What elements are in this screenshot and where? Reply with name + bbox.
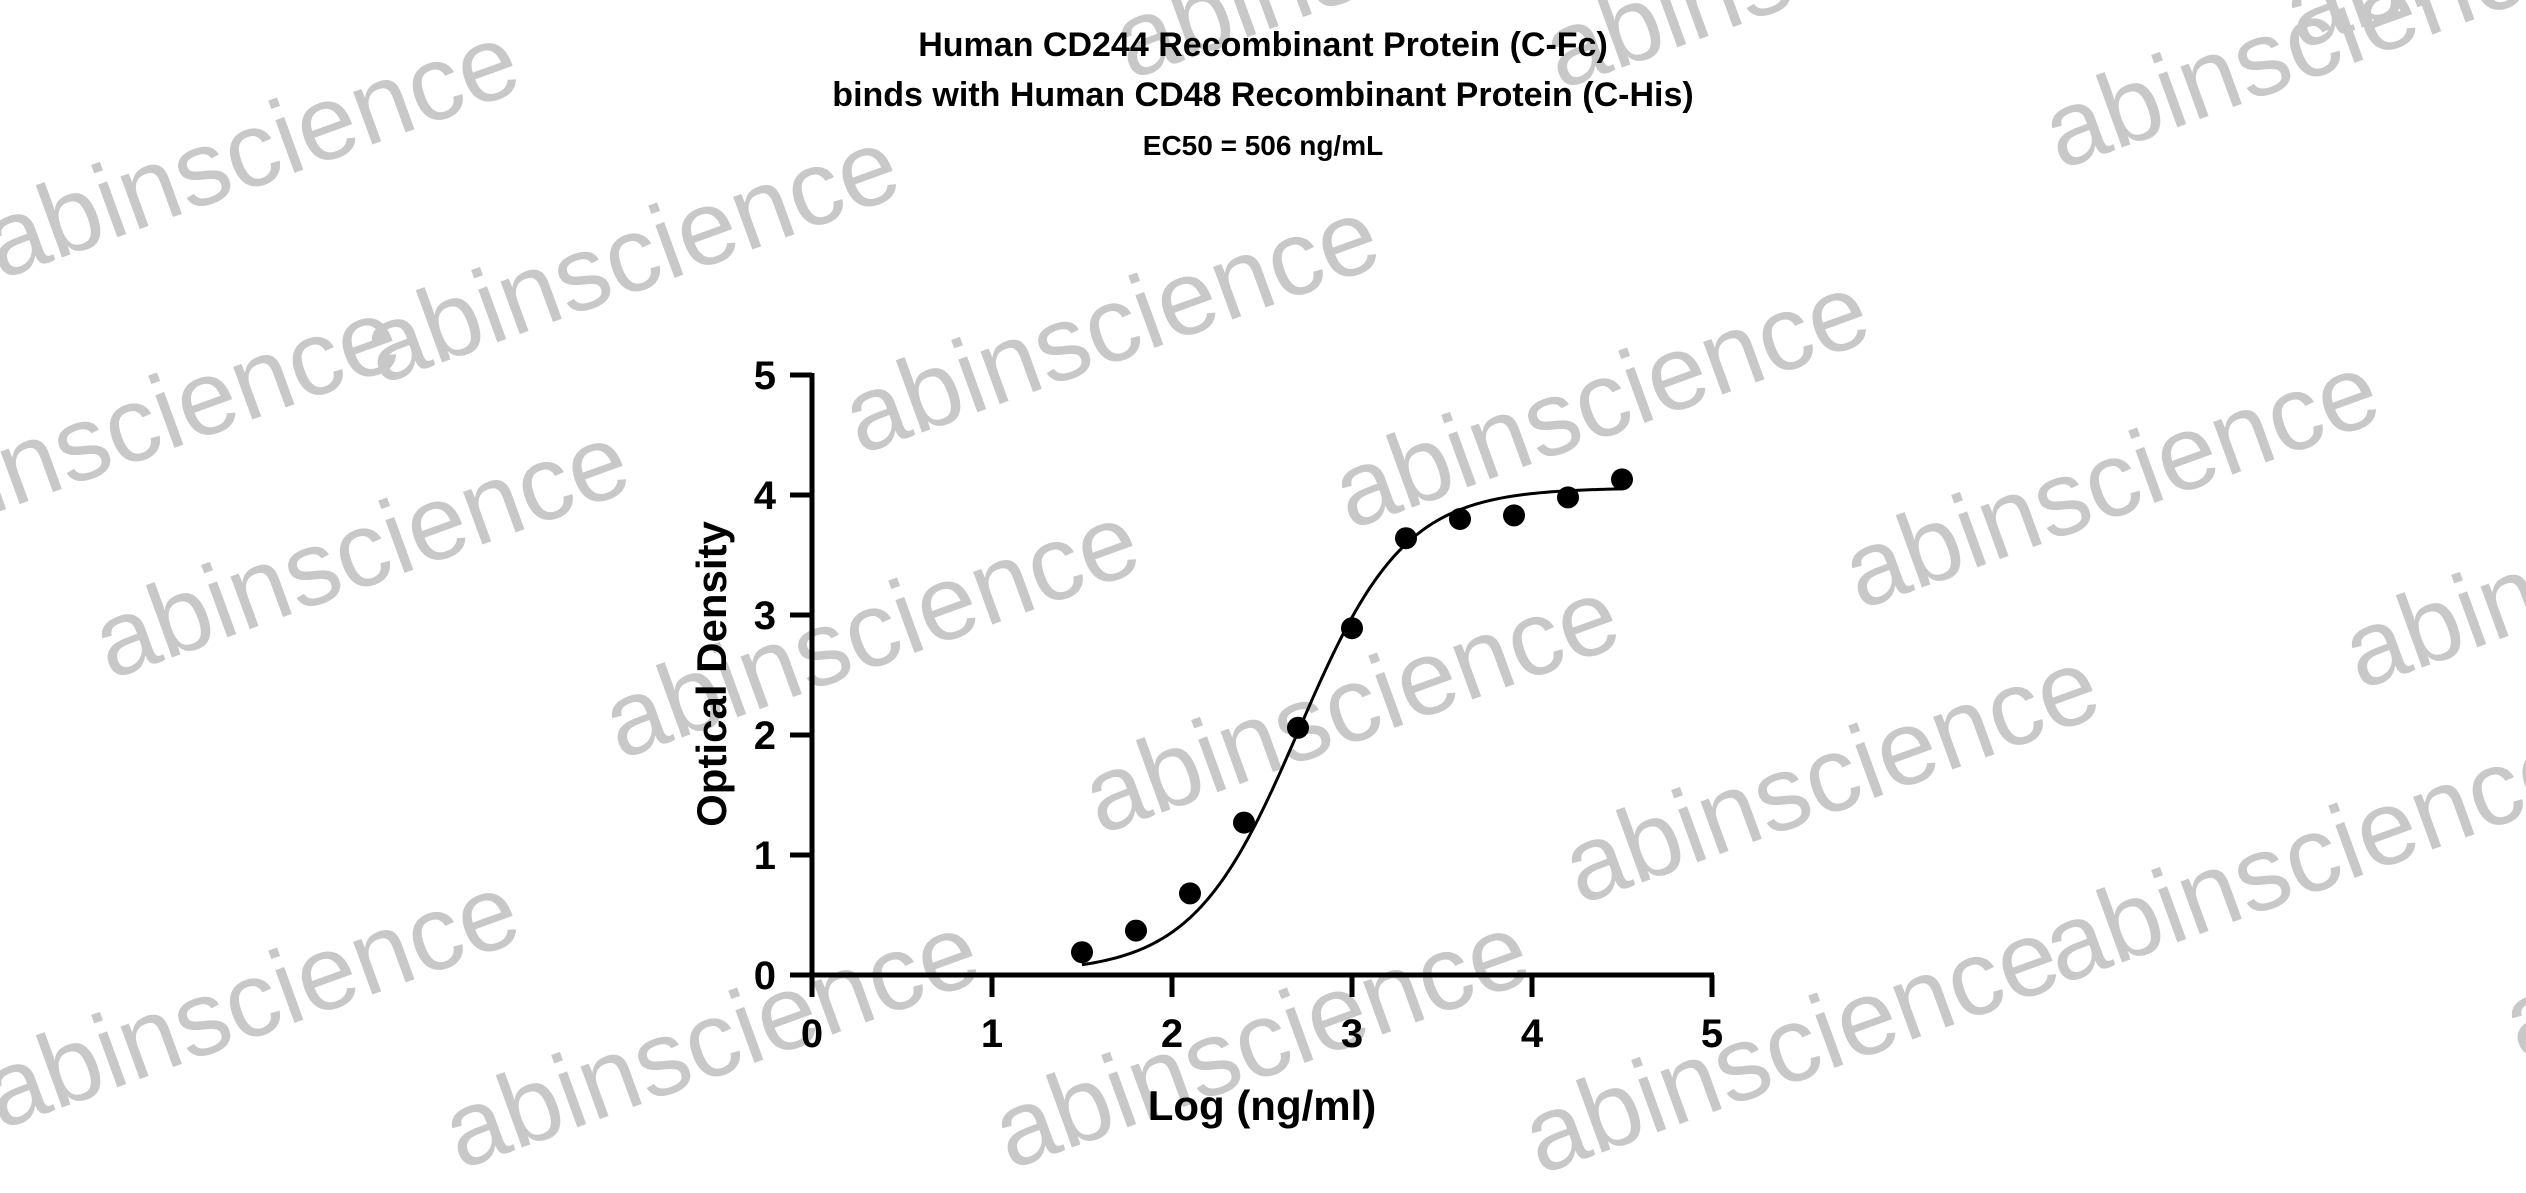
data-point: [1179, 882, 1201, 905]
y-axis-label: Optical Density: [688, 520, 735, 826]
data-point: [1233, 811, 1255, 834]
axis-labels-layer: Log (ng/ml) Optical Density: [688, 520, 1376, 1129]
watermark-text: abinscience: [2328, 409, 2526, 711]
watermark-text: abinscience: [1548, 624, 2114, 926]
data-point: [1449, 508, 1471, 530]
chart-subtitle: EC50 = 506 ng/mL: [1142, 130, 1384, 161]
axes: 0 1 2 3 4 5 0 1 2 3 4 5: [754, 354, 1723, 1056]
watermark-text: abinscience: [1068, 554, 1634, 856]
data-points-layer: [1071, 468, 1633, 964]
x-tick-label: 0: [801, 1012, 823, 1056]
data-point: [1395, 527, 1417, 550]
watermark-text: abinscience: [1318, 249, 1884, 551]
x-tick-label: 4: [1521, 1012, 1544, 1056]
watermark-text: abinscience: [588, 479, 1154, 781]
x-tick-label: 1: [981, 1012, 1003, 1056]
data-point: [1341, 617, 1363, 640]
y-tick-label: 5: [754, 354, 776, 398]
data-point: [1557, 486, 1579, 509]
x-tick-label: 3: [1341, 1012, 1363, 1056]
watermark-text: abinscience: [828, 174, 1394, 476]
watermark-text: abinscience: [2028, 704, 2526, 1006]
y-tick-label: 4: [754, 474, 777, 518]
watermark-text: abinscience: [1828, 329, 2394, 631]
data-point: [1503, 504, 1525, 527]
chart-title: Human CD244 Recombinant Protein (C-Fc): [918, 26, 1608, 64]
y-tick-label: 0: [754, 954, 776, 998]
data-point: [1287, 716, 1309, 739]
data-point: [1611, 468, 1633, 491]
data-point: [1071, 941, 1093, 964]
y-tick-label: 1: [754, 834, 776, 878]
y-tick-label: 2: [754, 714, 776, 758]
watermark-text: abinscience: [978, 889, 1544, 1188]
y-tick-label: 3: [754, 594, 776, 638]
watermark-text: abinscience: [1508, 894, 2074, 1188]
data-point: [1125, 919, 1147, 942]
x-tick-label: 5: [1701, 1012, 1723, 1056]
chart-title-line-2: binds with Human CD48 Recombinant Protei…: [832, 76, 1694, 114]
x-axis-label: Log (ng/ml): [1148, 1082, 1377, 1129]
x-tick-label: 2: [1161, 1012, 1183, 1056]
